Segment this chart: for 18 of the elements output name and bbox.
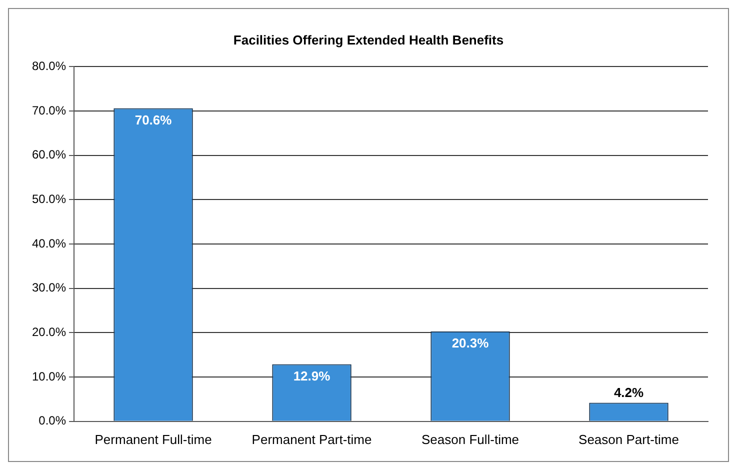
data-label: 70.6% (134, 112, 172, 128)
y-tick-label: 20.0% (32, 325, 66, 340)
y-tick-label: 70.0% (32, 103, 66, 118)
chart-title: Facilities Offering Extended Health Benefits (233, 32, 504, 48)
y-tick-label: 30.0% (32, 280, 66, 295)
y-tick-label: 50.0% (32, 192, 66, 206)
x-tick-label: Season Full-time (421, 432, 520, 447)
y-tick-label: 80.0% (32, 58, 66, 73)
data-label: 20.3% (452, 335, 490, 350)
y-tick-label: 40.0% (32, 236, 66, 250)
data-label: 12.9% (293, 368, 331, 384)
x-tick-label: Permanent Full-time (94, 432, 212, 447)
y-tick-label: 10.0% (32, 369, 66, 384)
x-tick-label: Season Part-time (578, 432, 679, 447)
y-tick-label: 0.0% (38, 414, 66, 428)
x-tick-label: Permanent Part-time (252, 432, 372, 447)
data-label: 4.2% (614, 384, 644, 400)
y-tick-label: 60.0% (32, 148, 66, 162)
